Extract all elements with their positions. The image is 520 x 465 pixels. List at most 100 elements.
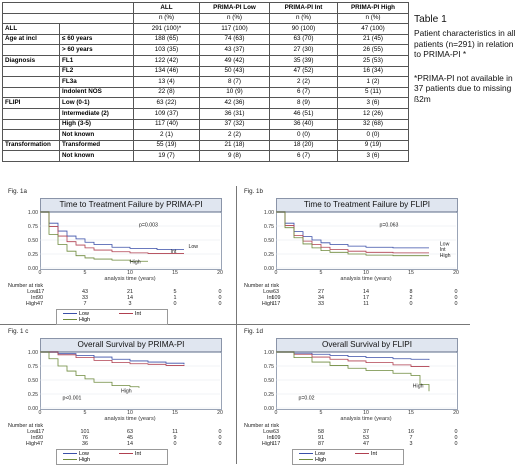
row-value: 5 (11) — [337, 86, 409, 99]
risk-count: 0 — [454, 435, 458, 441]
y-tick-label: 0.75 — [264, 224, 274, 230]
figure-label: Fig. 1 c — [8, 328, 29, 335]
row-label: FL3a — [59, 76, 134, 88]
risk-count: 63 — [127, 429, 133, 435]
row-value: 42 (36) — [199, 97, 270, 109]
legend-swatch — [63, 459, 77, 461]
survival-curve-int — [276, 211, 429, 254]
row-group — [2, 65, 60, 78]
risk-title: Number at risk — [8, 423, 44, 429]
row-value: 10 (9) — [199, 86, 270, 99]
risk-count: 91 — [318, 435, 324, 441]
risk-count: 45 — [127, 435, 133, 441]
legend-item-int: Int — [119, 451, 141, 457]
chart-title: Time to Treatment Failure by PRIMA-PI — [40, 198, 222, 212]
x-tick-label: 10 — [363, 410, 369, 416]
row-group — [2, 118, 60, 131]
row-value: 43 (37) — [199, 44, 270, 56]
row-value: 12 (26) — [337, 107, 409, 120]
y-tick-label: 0.25 — [264, 252, 274, 258]
row-value: 46 (51) — [269, 107, 338, 120]
plot-area — [40, 352, 222, 410]
risk-count: 47 — [363, 441, 369, 447]
risk-count: 27 — [318, 289, 324, 295]
p-value: p<0.001 — [63, 396, 82, 402]
row-value: 18 (20) — [269, 139, 338, 152]
risk-count: 87 — [318, 441, 324, 447]
row-label: Not known — [59, 150, 134, 162]
risk-count: 5 — [173, 289, 177, 295]
row-value: 21 (18) — [199, 139, 270, 152]
row-value: 63 (22) — [133, 97, 200, 109]
legend-swatch — [299, 453, 313, 455]
risk-group-label: Int — [31, 295, 37, 301]
horizontal-divider — [0, 324, 470, 325]
table-caption: Table 1 Patient characteristics in all p… — [414, 14, 520, 104]
risk-count: 117 — [271, 301, 281, 307]
survival-curve-high — [276, 211, 429, 257]
table-row: Not known 2 (1) 2 (2) 0 (0) 0 (0) — [2, 129, 409, 141]
legend-item-high: High — [63, 457, 90, 463]
row-value: 22 (8) — [133, 86, 200, 99]
legend-label: Int — [135, 311, 141, 317]
row-value: 2 (2) — [269, 76, 338, 88]
row-value: 26 (55) — [337, 44, 409, 56]
legend-item-low: Low — [299, 451, 325, 457]
y-tick-label: 1.00 — [264, 210, 274, 216]
x-tick-label: 0 — [39, 270, 42, 276]
row-group — [2, 150, 60, 162]
table-subheader-row: n (%) n (%) n (%) n (%) — [2, 12, 409, 25]
survival-curve-high — [40, 351, 140, 388]
chart-legend: Low Int High — [292, 449, 404, 465]
risk-count: 47 — [37, 301, 43, 307]
row-value: 47 (52) — [269, 65, 338, 78]
row-value: 8 (7) — [199, 76, 270, 88]
subheader-cell: n (%) — [269, 12, 338, 25]
table-row: High (3-5) 117 (40) 37 (32) 36 (40) 32 (68) — [2, 118, 409, 131]
legend-swatch — [119, 453, 133, 455]
figure-label: Fig. 1b — [244, 188, 263, 195]
risk-count: 3 — [409, 441, 413, 447]
risk-count: 43 — [82, 289, 88, 295]
row-value: 9 (8) — [199, 150, 270, 162]
survival-curve-int — [40, 211, 184, 254]
x-tick-label: 10 — [127, 270, 133, 276]
row-value: 109 (37) — [133, 107, 200, 120]
survival-curve-low — [276, 211, 429, 249]
row-value: 0 (0) — [337, 129, 409, 141]
x-axis-label: analysis time (years) — [340, 416, 391, 422]
row-label: Low (0-1) — [59, 97, 134, 109]
row-value: 47 (100) — [337, 23, 409, 35]
risk-count: 0 — [454, 295, 458, 301]
km-chart-svg: 0.00 0.25 0.50 0.75 1.00 0 5 10 15 20 analysis tim… — [28, 210, 223, 282]
risk-count: 2 — [409, 295, 413, 301]
table-row: Transformation Transformed 55 (19) 21 (18) 1… — [2, 139, 409, 152]
curve-label: High — [130, 260, 141, 266]
header-cell: PRIMA-PI High — [337, 2, 409, 14]
row-label — [59, 23, 134, 35]
y-tick-label: 0.50 — [264, 378, 274, 384]
plot-area — [40, 212, 222, 270]
x-tick-label: 15 — [408, 270, 414, 276]
risk-count: 0 — [218, 301, 222, 307]
legend-swatch — [119, 313, 133, 315]
plot-area — [276, 352, 458, 410]
legend-swatch — [355, 453, 369, 455]
row-value: 9 (19) — [337, 139, 409, 152]
chart-title: Overall Survival by PRIMA-PI — [40, 338, 222, 352]
curve-label: High — [440, 253, 451, 259]
table-row: Not known 19 (7) 9 (8) 6 (7) 3 (6) — [2, 150, 409, 162]
row-group — [2, 129, 60, 141]
number-at-risk: Number at risk Low 117 101 63 11 0 Int 90 76 45 9 0 H… — [4, 423, 234, 455]
risk-count: 0 — [454, 429, 458, 435]
risk-count: 17 — [363, 295, 369, 301]
patient-characteristics-table: ALL PRIMA-PI Low PRIMA-PI Int PRIMA-PI High… — [2, 2, 409, 162]
row-value: 37 (32) — [199, 118, 270, 131]
row-value: 1 (2) — [337, 76, 409, 88]
table-row: Age at incl ≤ 60 years 188 (65) 74 (63) 63 (… — [2, 33, 409, 46]
risk-count: 36 — [82, 441, 88, 447]
row-group — [2, 107, 60, 120]
risk-group-label: High — [25, 301, 37, 307]
risk-count: 58 — [318, 429, 324, 435]
legend-label: High — [79, 457, 91, 463]
